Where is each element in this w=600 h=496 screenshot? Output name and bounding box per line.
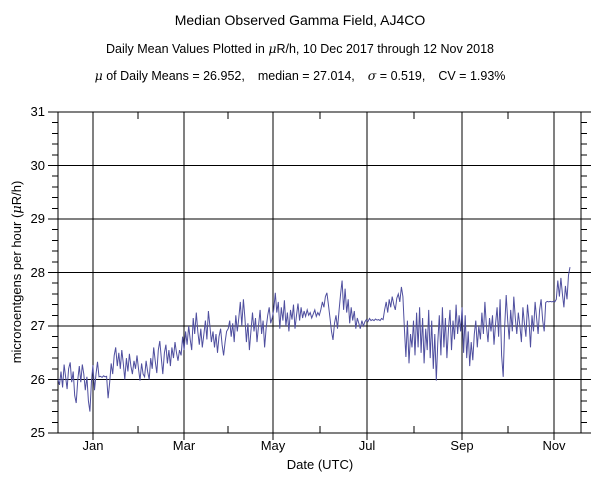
y-tick-label: 29 xyxy=(31,211,45,226)
gridlines xyxy=(58,112,581,433)
x-tick-label: Jul xyxy=(359,438,376,453)
x-tick-label: Sep xyxy=(450,438,473,453)
sigma-symbol: σ xyxy=(367,68,377,83)
cv-value: CV = 1.93% xyxy=(438,69,506,83)
mean-value: of Daily Means = 26.952, xyxy=(102,69,245,83)
y-tick-label: 27 xyxy=(31,318,45,333)
x-axis-label: Date (UTC) xyxy=(287,457,353,472)
y-tick-label: 25 xyxy=(31,425,45,440)
subtitle-post: R/h, 10 Dec 2017 through 12 Nov 2018 xyxy=(276,42,494,56)
page-title: Median Observed Gamma Field, AJ4CO xyxy=(174,12,426,28)
median-value: median = 27.014, xyxy=(257,69,355,83)
stats-line: μ of Daily Means = 26.952, median = 27.01… xyxy=(0,68,600,83)
chart-subtitle: Daily Mean Values Plotted in μR/h, 10 De… xyxy=(0,41,600,56)
y-tick-label: 31 xyxy=(31,104,45,119)
sigma-value: = 0.519, xyxy=(376,69,426,83)
x-tick-label: Nov xyxy=(542,438,566,453)
x-tick-label: Jan xyxy=(83,438,104,453)
mu-symbol: μ xyxy=(94,68,103,83)
x-tick-label: May xyxy=(261,438,286,453)
data-line xyxy=(57,267,571,412)
axis-ticks xyxy=(48,111,591,440)
mu-symbol: μ xyxy=(268,41,277,56)
x-tick-label: Mar xyxy=(173,438,196,453)
subtitle-pre: Daily Mean Values Plotted in xyxy=(106,42,269,56)
y-tick-label: 30 xyxy=(31,158,45,173)
y-tick-label: 28 xyxy=(31,265,45,280)
y-tick-label: 26 xyxy=(31,372,45,387)
